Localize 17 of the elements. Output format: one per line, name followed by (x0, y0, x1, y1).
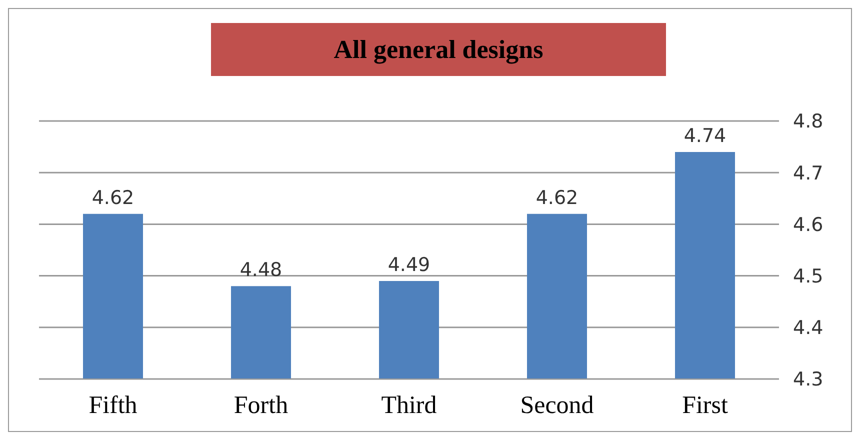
data-label: 4.74 (684, 124, 726, 147)
x-tick-label: Forth (234, 392, 289, 419)
x-tick-label: Third (381, 392, 438, 419)
y-tick-label: 4.6 (793, 214, 824, 236)
data-label: 4.62 (92, 186, 134, 209)
x-tick-label: Fifth (88, 392, 138, 419)
y-tick-label: 4.5 (793, 266, 824, 288)
y-tick-label: 4.8 (793, 110, 824, 133)
chart-title: All general designs (211, 23, 666, 76)
y-tick-label: 4.3 (793, 368, 824, 391)
y-tick-label: 4.4 (793, 317, 824, 340)
y-tick-label: 4.7 (793, 162, 824, 184)
data-label: 4.62 (536, 186, 578, 209)
data-label: 4.48 (240, 259, 282, 282)
data-label: 4.49 (388, 254, 430, 276)
x-tick-label: Second (520, 392, 594, 419)
x-tick-label: First (682, 392, 728, 419)
